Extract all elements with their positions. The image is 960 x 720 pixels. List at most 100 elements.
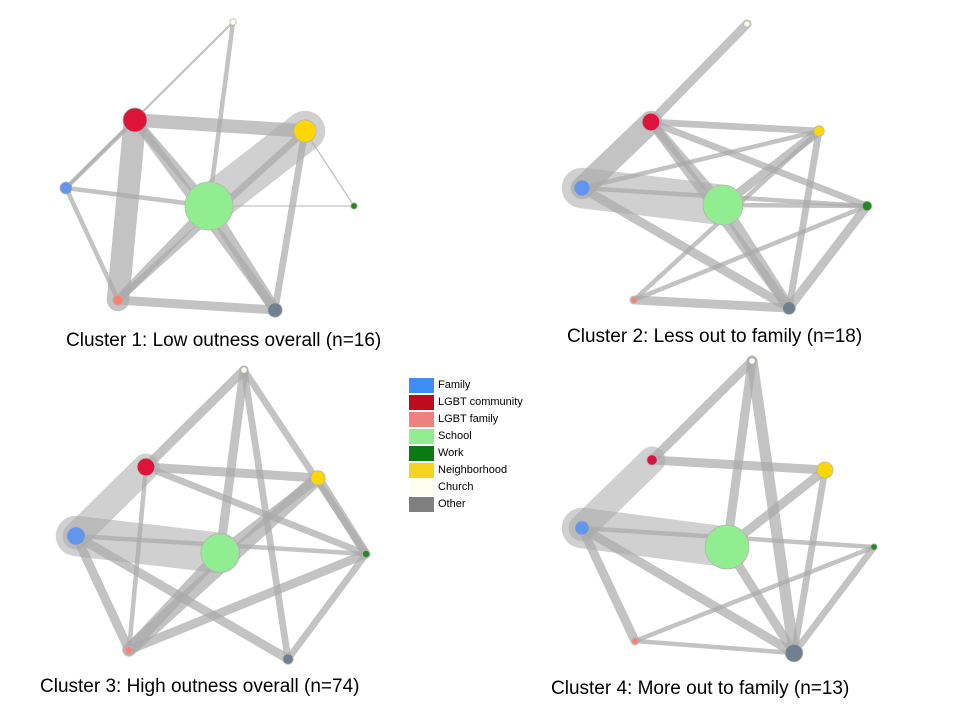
legend-item-church: Church (407, 479, 530, 496)
edge-lgbt-family-other (113, 295, 280, 315)
node-neighborhood (310, 470, 326, 486)
edge-lgbt-community-church (646, 19, 752, 127)
edge-neighborhood-other (271, 127, 309, 314)
edge-church-school (215, 365, 249, 558)
edge-family-lgbt-family (63, 185, 121, 303)
legend-label-other: Other (438, 498, 466, 510)
legend-swatch-lgbt-community (409, 395, 434, 410)
edge-work-neighborhood (304, 130, 355, 207)
cluster-1-network (59, 18, 358, 318)
cluster-1-caption: Cluster 1: Low outness overall (n=16) (66, 330, 382, 351)
cluster-2-network (561, 19, 873, 315)
cluster-3-caption: Cluster 3: High outness overall (n=74) (40, 676, 360, 697)
edge-family-other (577, 523, 799, 658)
edge-family-lgbt-family (71, 531, 134, 655)
node-lgbt-community (136, 457, 156, 477)
node-family (66, 526, 86, 546)
legend-label-lgbt-community: LGBT community (438, 396, 523, 408)
legend-item-neighborhood: Neighborhood (407, 462, 530, 479)
legend-label-lgbt-family: LGBT family (438, 413, 499, 425)
legend-swatch-school (409, 429, 434, 444)
edge-lgbt-family-work (631, 203, 870, 303)
edge-neighborhood-work (313, 473, 371, 559)
edge-school-work (720, 202, 870, 209)
cluster-4-caption: Cluster 4: More out to family (n=13) (551, 678, 850, 699)
edge-lgbt-community-lgbt-family (126, 464, 149, 653)
node-lgbt-family (112, 294, 124, 306)
node-lgbt-family (631, 637, 639, 645)
edge-work-lgbt-family (632, 544, 877, 644)
edge-work-other (784, 201, 872, 313)
legend-swatch-other (409, 497, 434, 512)
cluster-3-network (55, 365, 371, 665)
edge-family-lgbt-community (62, 453, 160, 550)
node-church (743, 20, 751, 28)
node-neighborhood (293, 119, 317, 143)
legend-label-school: School (438, 430, 472, 442)
legend-swatch-neighborhood (409, 463, 434, 478)
edge-family-lgbt-community (568, 446, 666, 542)
node-work (361, 550, 370, 559)
edge-lgbt-family-other (629, 295, 794, 313)
edge-lgbt-community-work (142, 463, 370, 558)
edge-neighborhood-other (785, 127, 823, 312)
legend-item-work: Work (407, 445, 530, 462)
edge-neighborhood-other (790, 466, 829, 657)
cluster-2-caption: Cluster 2: Less out to family (n=18) (567, 326, 863, 347)
legend: Family LGBT community LGBT family School… (407, 377, 530, 513)
legend-item-school: School (407, 428, 530, 445)
node-other (784, 643, 804, 663)
edge-family-other (577, 183, 794, 313)
node-school (702, 184, 744, 226)
node-family (59, 181, 73, 195)
legend-item-other: Other (407, 496, 530, 513)
node-church (240, 366, 248, 374)
node-lgbt-family (630, 296, 638, 304)
legend-label-family: Family (438, 379, 471, 391)
legend-swatch-church (409, 480, 434, 495)
edge-family-neighborhood (579, 128, 822, 191)
edge-family-church (64, 20, 235, 190)
cluster-4-network (561, 355, 878, 663)
node-school (184, 181, 234, 231)
legend-swatch-work (409, 446, 434, 461)
node-lgbt-community (122, 107, 148, 133)
legend-label-neighborhood: Neighborhood (438, 464, 508, 476)
node-lgbt-community (646, 454, 658, 466)
edge-church-school (722, 356, 757, 552)
node-other (282, 653, 294, 665)
node-school (704, 524, 750, 570)
legend-swatch-lgbt-family (409, 412, 434, 427)
edge-family-lgbt-family (577, 523, 640, 646)
edge-work-lgbt-family (124, 549, 371, 655)
node-lgbt-family (125, 646, 134, 655)
node-family (574, 520, 590, 536)
node-church (229, 18, 237, 26)
edge-other-lgbt-family (632, 638, 797, 656)
legend-item-lgbt-community: LGBT community (407, 394, 530, 411)
node-family (573, 179, 591, 197)
edge-lgbt-community-church (141, 365, 249, 472)
legend-item-lgbt-family: LGBT family (407, 411, 530, 428)
node-neighborhood (816, 461, 834, 479)
node-work (861, 200, 873, 212)
edge-lgbt-community-work (647, 118, 871, 210)
legend-item-family: Family (407, 377, 530, 394)
node-other (267, 302, 283, 318)
edge-family-lgbt-community (570, 110, 663, 200)
edge-lgbt-community-lgbt-family (106, 108, 147, 312)
legend-label-church: Church (438, 481, 474, 493)
edge-work-other (790, 543, 878, 657)
node-church (748, 357, 756, 365)
node-other (782, 301, 796, 315)
node-work (350, 202, 358, 210)
node-school (200, 533, 240, 573)
legend-label-work: Work (438, 447, 464, 459)
edge-lgbt-community-church (647, 356, 757, 465)
node-lgbt-community (641, 112, 661, 132)
node-work (870, 543, 878, 551)
legend-swatch-family (409, 378, 434, 393)
edge-work-other (284, 550, 370, 663)
edge-lgbt-community-neighborhood (647, 118, 823, 135)
